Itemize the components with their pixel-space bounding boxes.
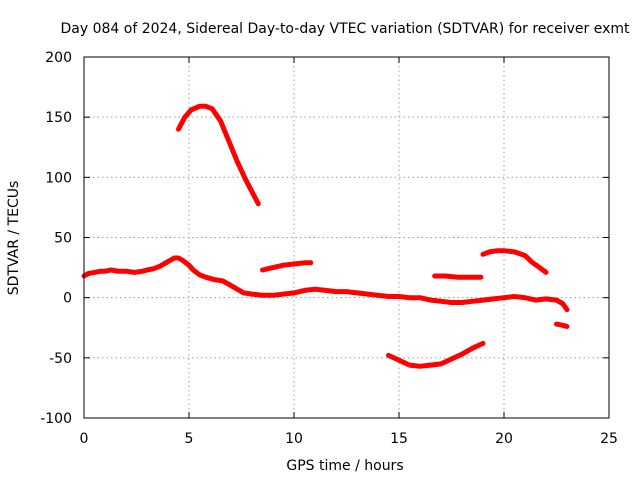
ticks-layer: 0 5 10 15 20 25 -100 -50 0 50 100 150 200 <box>40 50 618 447</box>
y-axis-label: SDTVAR / TECUs <box>6 181 22 296</box>
y-tick-label: 200 <box>45 50 72 66</box>
x-tick-label: 10 <box>285 431 303 447</box>
grid-layer <box>84 57 609 418</box>
y-tick-label: -100 <box>40 411 72 427</box>
x-tick-label: 15 <box>390 431 408 447</box>
y-tick-label: 150 <box>45 110 72 126</box>
series-line-segment-3 <box>260 260 314 273</box>
x-tick-label: 25 <box>600 431 618 447</box>
series-line-segment-1 <box>81 255 570 313</box>
x-tick-label: 0 <box>80 431 89 447</box>
series-line-segment-7 <box>554 321 570 329</box>
series-line-segment-5 <box>432 273 484 280</box>
x-axis-label: GPS time / hours <box>286 458 403 474</box>
series-line-segment-2 <box>176 103 261 207</box>
y-tick-label: -50 <box>49 351 72 367</box>
y-tick-label: 0 <box>63 291 72 307</box>
series-line-segment-6 <box>480 248 549 275</box>
x-tick-label: 5 <box>185 431 194 447</box>
series-layer <box>81 103 570 369</box>
series-line-segment-4 <box>386 340 486 369</box>
y-tick-label: 50 <box>54 231 72 247</box>
chart-title: Day 084 of 2024, Sidereal Day-to-day VTE… <box>61 21 631 37</box>
x-tick-label: 20 <box>495 431 513 447</box>
y-tick-label: 100 <box>45 170 72 186</box>
